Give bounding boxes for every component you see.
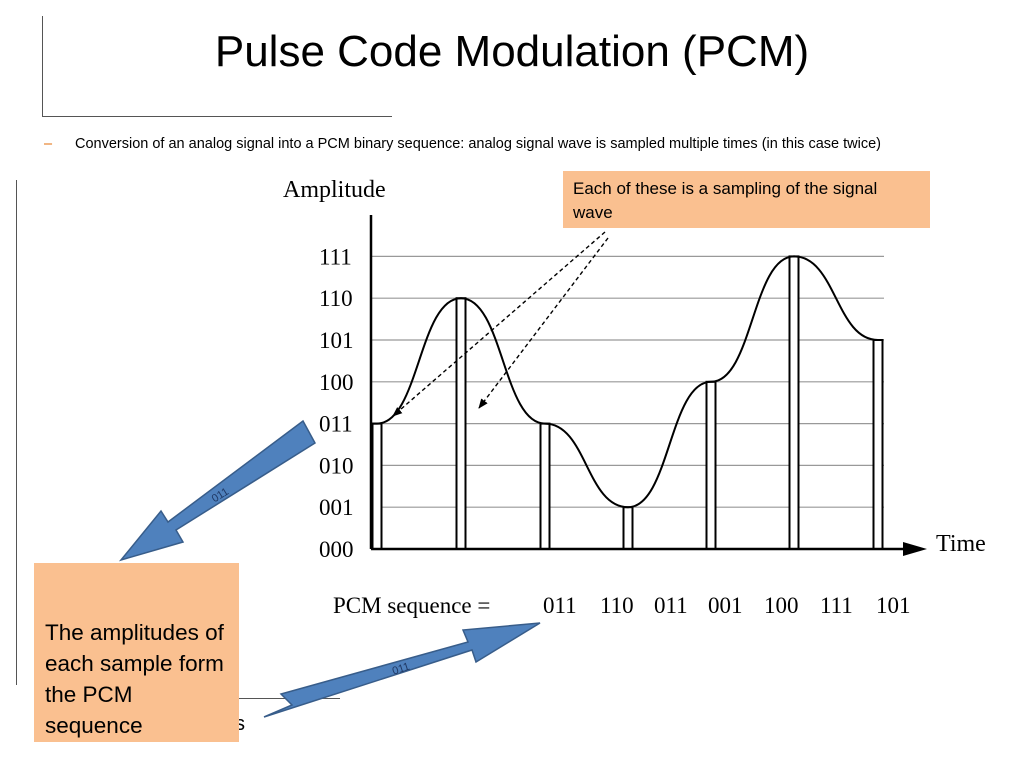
pcm-sequence-label: PCM sequence =: [333, 593, 490, 618]
pointer-arrow-1: [392, 231, 606, 417]
x-axis-arrowhead: [903, 542, 927, 556]
decor-line-vertical-left: [16, 180, 17, 685]
y-tick-label: 001: [319, 495, 354, 520]
y-axis-title: Amplitude: [283, 177, 386, 203]
signal-wave: [370, 255, 879, 509]
slide-title: Pulse Code Modulation (PCM): [214, 27, 810, 76]
sample-bar: [622, 506, 634, 551]
sample-bar: [455, 297, 467, 551]
pcm-code: 110: [600, 593, 634, 618]
y-tick-label: 010: [319, 453, 354, 478]
decor-line-horizontal-top: [42, 116, 392, 117]
blue-arrow-left: [118, 419, 316, 562]
pcm-code: 101: [876, 593, 911, 618]
stray-text: s: [235, 713, 245, 735]
sample-bar: [371, 422, 383, 551]
y-tick-label: 111: [319, 244, 352, 269]
y-tick-label: 101: [319, 328, 354, 353]
bullet-dash: –: [44, 136, 53, 152]
decor-line-vertical-top: [42, 16, 43, 116]
pointer-arrow-2: [478, 237, 609, 409]
y-tick-label: 011: [319, 412, 353, 437]
pcm-code: 111: [820, 593, 853, 618]
bullet-text: Conversion of an analog signal into a PC…: [75, 136, 881, 152]
pcm-code: 011: [654, 593, 688, 618]
callout-pcm-sequence: The amplitudes of each sample form the P…: [34, 563, 239, 742]
callout-sampling: Each of these is a sampling of the signa…: [563, 171, 930, 228]
y-tick-label: 000: [319, 537, 354, 562]
sample-bar: [539, 422, 551, 551]
x-axis-title: Time: [936, 531, 986, 557]
sample-bar: [872, 339, 884, 550]
pcm-code: 011: [543, 593, 577, 618]
y-tick-label: 110: [319, 286, 353, 311]
pcm-code: 100: [764, 593, 799, 618]
pcm-code: 001: [708, 593, 743, 618]
sample-bar: [705, 380, 717, 550]
blue-arrow-bottom-label: 011: [391, 661, 411, 678]
sample-bar: [788, 255, 800, 550]
y-tick-label: 100: [319, 370, 354, 395]
blue-arrow-bottom: [263, 622, 541, 718]
